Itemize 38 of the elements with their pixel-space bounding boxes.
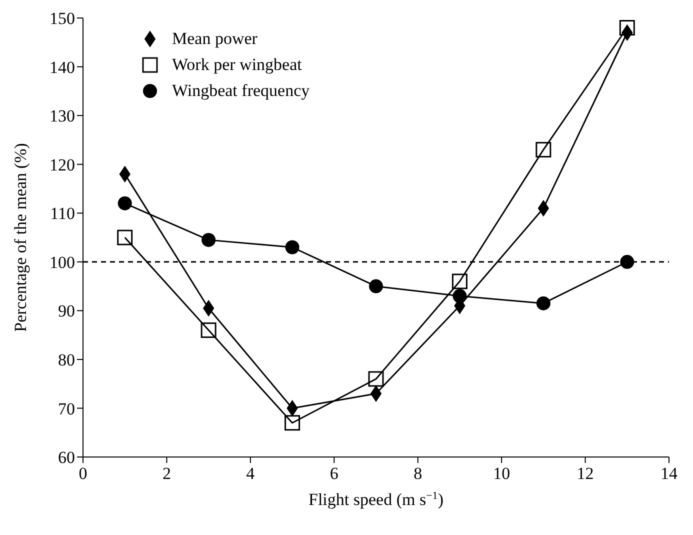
point — [452, 274, 468, 290]
x-tick-label: 8 — [414, 464, 422, 484]
point — [370, 385, 382, 402]
x-tick-label: 2 — [162, 464, 171, 484]
y-tick-label: 70 — [58, 399, 75, 418]
point — [620, 254, 634, 269]
legend-label: Wingbeat frequency — [172, 80, 310, 102]
y-tick-label: 110 — [50, 204, 75, 224]
point — [202, 232, 216, 247]
point — [536, 142, 552, 158]
y-tick-label: 130 — [50, 106, 75, 126]
x-tick-label: 14 — [660, 464, 678, 484]
x-tick-label: 10 — [493, 464, 510, 484]
point — [285, 240, 300, 254]
legend-label: Work per wingbeat — [172, 54, 302, 76]
y-tick-label: 90 — [58, 302, 75, 321]
point — [200, 322, 216, 338]
point — [368, 371, 384, 387]
x-tick-label: 12 — [576, 464, 594, 484]
point — [536, 296, 550, 310]
point — [284, 415, 300, 431]
legend-label: Mean power — [172, 28, 258, 50]
y-tick-label: 150 — [50, 9, 75, 28]
y-axis-title: Percentage of the mean (%) — [11, 143, 30, 332]
point — [118, 196, 132, 210]
y-tick-label: 100 — [50, 252, 75, 272]
x-tick-label: 6 — [330, 464, 338, 484]
y-tick-label: 60 — [58, 448, 75, 468]
point — [117, 230, 133, 246]
x-tick-label: 4 — [246, 464, 256, 484]
point — [619, 20, 635, 36]
x-tick-label: 0 — [78, 464, 88, 484]
x-axis-title: Flight speed (m s$^{−1}$) — [308, 490, 444, 509]
y-tick-label: 140 — [50, 58, 75, 77]
y-tick-label: 120 — [50, 155, 75, 174]
y-tick-label: 80 — [58, 350, 75, 370]
point — [369, 279, 383, 294]
point — [452, 289, 467, 304]
